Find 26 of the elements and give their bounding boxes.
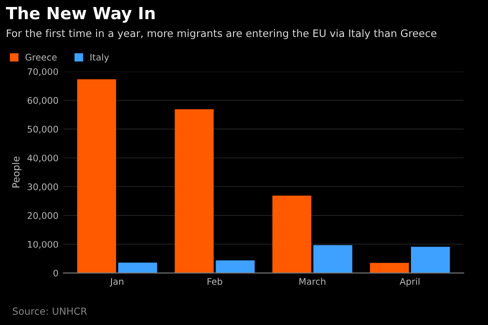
y-tick-label: 10,000 [28,240,58,249]
x-tick-label: April [400,278,420,287]
y-tick-label: 70,000 [28,68,58,76]
legend-label: Italy [90,54,109,62]
x-tick-label: Feb [208,278,222,285]
y-axis-title: People [12,156,22,188]
bar [410,246,450,273]
chart-title: The New Way In [6,6,155,23]
bar [216,260,255,273]
chart-subtitle: For the first time in a year, more migrants are entering the EU via Italy than Greece [6,29,436,40]
y-tick-label: 40,000 [27,154,58,162]
source-note: Source: UNHCR [12,307,87,315]
y-tick-label: 30,000 [28,183,58,192]
y-tick-label: 50,000 [28,126,58,134]
y-tick-label: 20,000 [28,212,58,220]
bar [313,245,352,273]
bar [118,262,158,273]
x-tick-label: Jan [110,278,124,287]
y-tick-label: 0 [53,270,58,277]
x-tick-label: March [299,278,326,285]
bar [370,262,409,273]
y-tick-label: 60,000 [28,97,58,105]
bar [174,109,214,273]
legend-label: Greece [26,54,57,61]
bar [272,196,312,273]
bar [77,79,116,273]
